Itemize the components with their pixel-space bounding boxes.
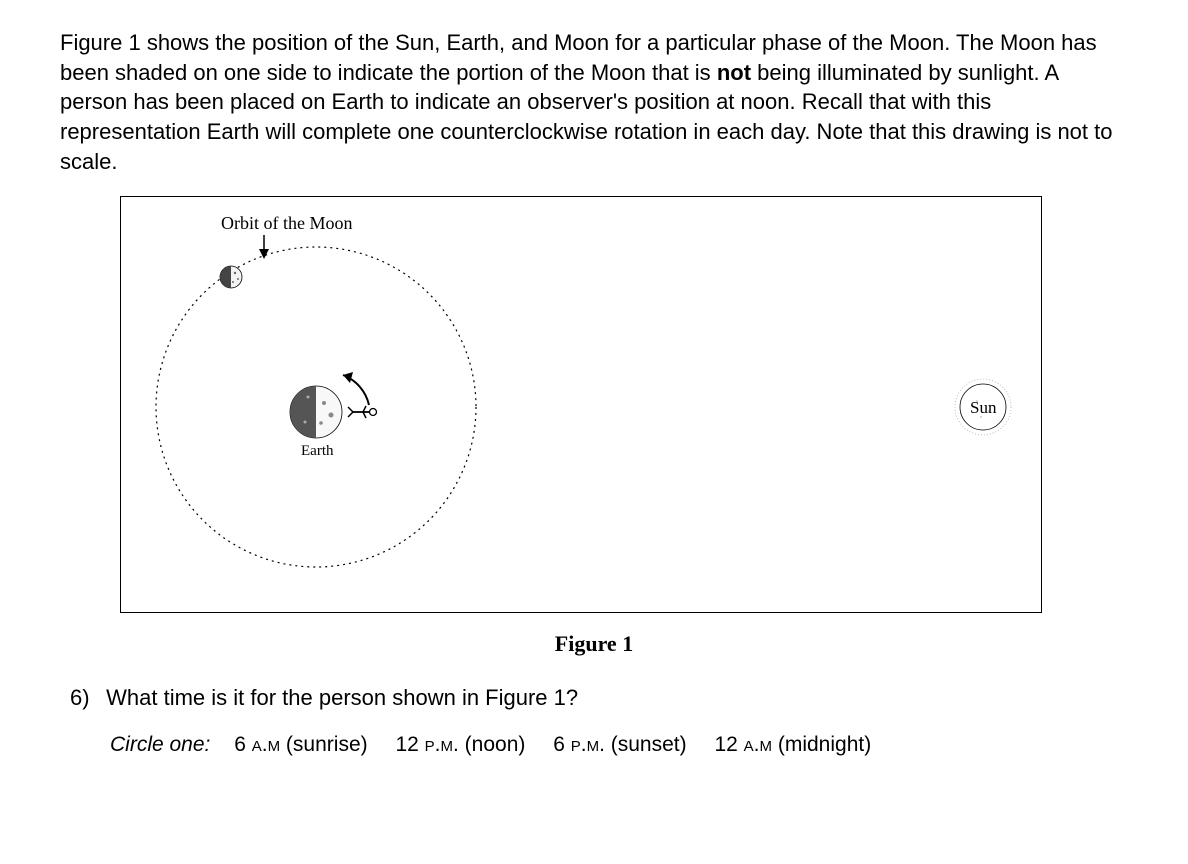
- options-row: Circle one: 6 a.m (sunrise) 12 p.m. (noo…: [110, 733, 1128, 757]
- option-4[interactable]: 12 a.m (midnight): [714, 733, 871, 756]
- rotation-arrow: [343, 372, 369, 405]
- figure-1-frame: Orbit of the Moon: [120, 196, 1042, 613]
- intro-bold: not: [717, 60, 751, 85]
- sun-label: Sun: [970, 398, 997, 417]
- moon: [220, 266, 242, 288]
- observer-person: [348, 406, 377, 418]
- question-6: 6) What time is it for the person shown …: [70, 685, 1128, 711]
- figure-caption: Figure 1: [60, 631, 1128, 657]
- option-2[interactable]: 12 p.m. (noon): [395, 733, 531, 756]
- options-prompt: Circle one:: [110, 733, 210, 756]
- question-number: 6): [70, 685, 100, 711]
- figure-1-svg: Orbit of the Moon: [121, 197, 1041, 612]
- intro-paragraph: Figure 1 shows the position of the Sun, …: [60, 28, 1128, 176]
- orbit-label: Orbit of the Moon: [221, 213, 352, 233]
- earth: [290, 386, 342, 438]
- question-text: What time is it for the person shown in …: [106, 685, 578, 710]
- option-3[interactable]: 6 p.m. (sunset): [553, 733, 692, 756]
- option-1[interactable]: 6 a.m (sunrise): [234, 733, 373, 756]
- earth-label: Earth: [301, 443, 334, 459]
